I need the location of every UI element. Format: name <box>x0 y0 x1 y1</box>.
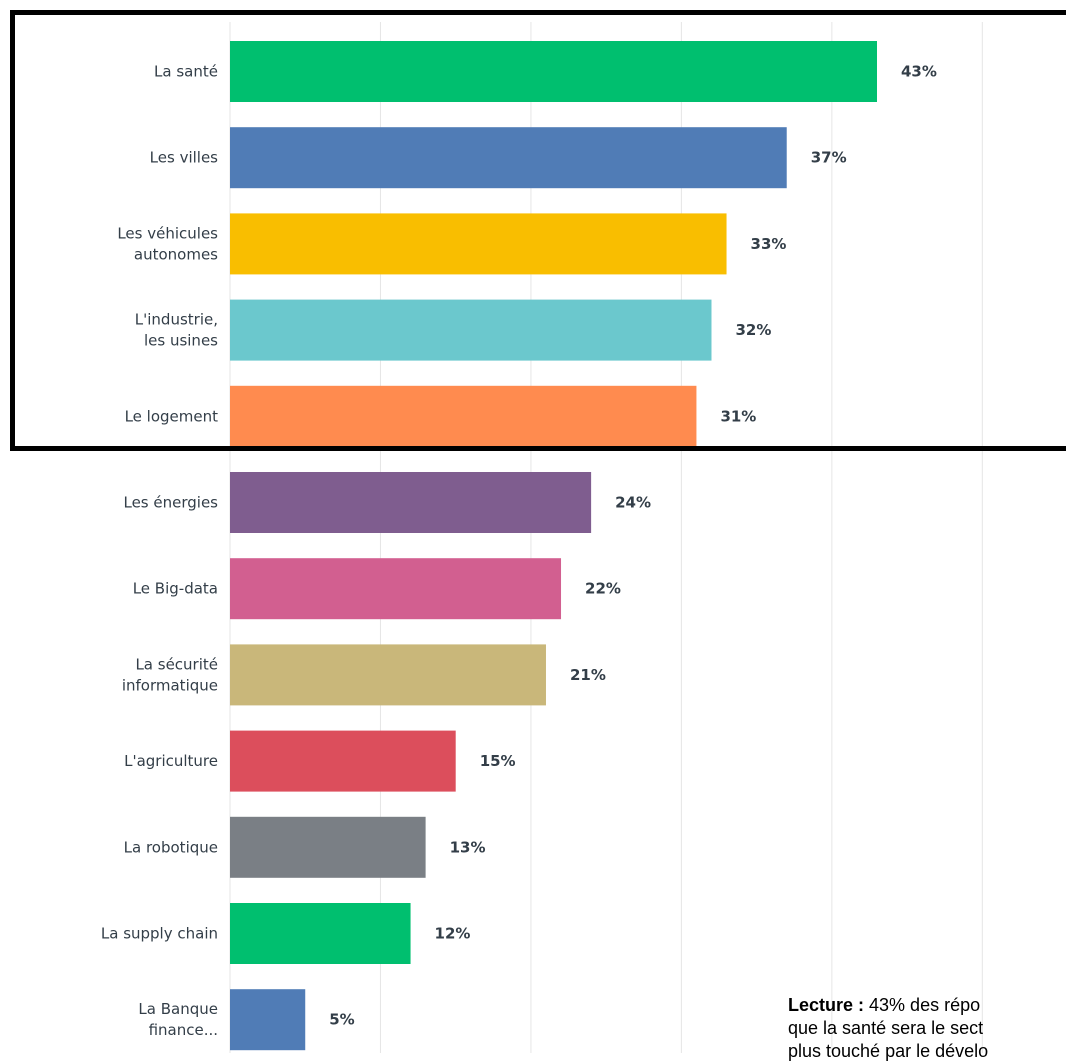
category-label-line: Le Big-data <box>133 580 218 598</box>
bars <box>230 41 877 1051</box>
category-label-line: Les énergies <box>123 494 218 512</box>
category-label-line: Le logement <box>125 407 219 425</box>
category-label: L'agriculture <box>124 752 218 770</box>
bar <box>230 989 306 1051</box>
gridlines <box>229 22 983 1053</box>
value-label: 21% <box>570 666 606 684</box>
value-label: 12% <box>435 925 471 943</box>
bar <box>230 385 697 447</box>
value-label: 33% <box>751 235 787 253</box>
value-label: 43% <box>901 63 937 81</box>
category-label: La robotique <box>124 838 218 856</box>
category-label: Le Big-data <box>133 580 218 598</box>
category-label-line: L'industrie, <box>135 311 218 329</box>
category-label-line: La Banque <box>138 1000 218 1018</box>
category-label-line: finance... <box>149 1021 218 1039</box>
category-label-line: les usines <box>144 332 218 350</box>
category-label-line: La sécurité <box>135 655 218 673</box>
value-label: 37% <box>811 149 847 167</box>
value-labels: 43% 37% 33% 32% 31% 24% 22% 21% 15% 13% 12% 5% <box>329 63 937 1029</box>
category-labels: La santé Les villes Les véhicules autonomes… <box>101 63 218 1040</box>
category-label-line: autonomes <box>134 245 218 263</box>
bar <box>230 299 712 361</box>
category-label: La santé <box>154 63 218 81</box>
category-label-line: La santé <box>154 63 218 81</box>
reading-note-label: Lecture : <box>788 995 865 1015</box>
category-label: Les énergies <box>123 494 218 512</box>
category-label: La sécurité informatique <box>122 655 218 694</box>
category-label-line: La supply chain <box>101 925 218 943</box>
category-label: La supply chain <box>101 925 218 943</box>
value-label: 32% <box>735 321 771 339</box>
value-label: 5% <box>329 1011 354 1029</box>
reading-note-text-1: 43% des répo <box>864 995 981 1015</box>
bar <box>230 41 877 102</box>
value-label: 13% <box>450 838 486 856</box>
category-label: Les villes <box>150 149 219 167</box>
bar <box>230 558 562 620</box>
reading-note-line-1: Lecture : 43% des répo <box>788 994 1066 1017</box>
bar <box>230 903 411 964</box>
reading-note-line-3: plus touché par le dévelo <box>788 1041 989 1061</box>
bar <box>230 472 592 533</box>
category-label-line: Les véhicules <box>117 224 218 242</box>
top-five-highlight-box <box>10 10 1066 451</box>
bar <box>230 127 787 189</box>
bar <box>230 644 546 706</box>
value-label: 31% <box>720 407 756 425</box>
bar <box>230 213 727 275</box>
reading-note-line-2: que la santé sera le sect <box>788 1018 984 1038</box>
category-label-line: L'agriculture <box>124 752 218 770</box>
category-label: Les véhicules autonomes <box>117 224 218 263</box>
category-label-line: La robotique <box>124 838 218 856</box>
value-label: 24% <box>615 494 651 512</box>
category-label-line: Les villes <box>150 149 219 167</box>
value-label: 22% <box>585 580 621 598</box>
category-label: L'industrie, les usines <box>135 311 218 350</box>
category-label-line: informatique <box>122 676 218 694</box>
value-label: 15% <box>480 752 516 770</box>
category-label: Le logement <box>125 407 219 425</box>
category-label: La Banque finance... <box>138 1000 218 1039</box>
bar <box>230 730 456 792</box>
bar <box>230 816 426 878</box>
